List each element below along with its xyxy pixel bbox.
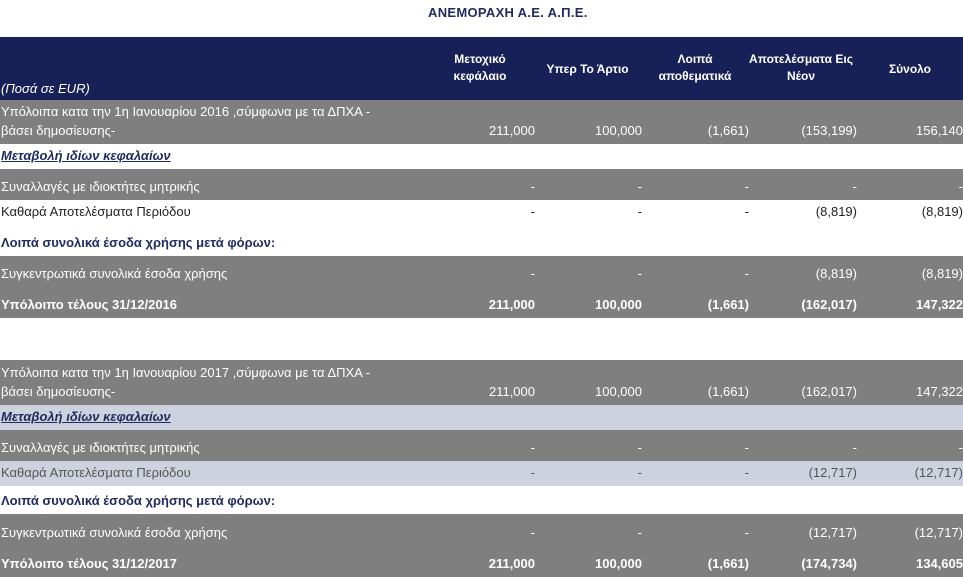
row-label: Συναλλαγές με ιδιοκτήτες μητρικής xyxy=(1,440,200,455)
cell-share-premium: 100,000 xyxy=(595,123,642,138)
col-header-line: Αποτελέσματα Εις xyxy=(749,52,853,66)
col-header-line: Μετοχικό xyxy=(454,52,506,66)
cell-retained-earnings: (8,819) xyxy=(815,204,857,219)
table-row: Καθαρά Αποτελέσματα Περιόδου - - - (12,7… xyxy=(0,461,963,486)
col-header-line: Λοιπά xyxy=(677,52,713,66)
table-row: Καθαρά Αποτελέσματα Περιόδου - - - (8,81… xyxy=(0,200,963,225)
cell-share-premium: - xyxy=(637,179,642,194)
cell-share-premium: 100,000 xyxy=(595,297,642,312)
cell-total: (12,717) xyxy=(914,525,963,540)
cell-share-capital: 211,000 xyxy=(488,556,535,571)
cell-total: 147,322 xyxy=(916,384,963,399)
cell-total: - xyxy=(958,440,963,455)
col-header-line: Νέον xyxy=(786,69,816,83)
cell-share-premium: 100,000 xyxy=(595,384,642,399)
cell-share-capital: - xyxy=(530,204,535,219)
cell-other-reserves: (1,661) xyxy=(707,297,749,312)
table-row-section-heading: Μεταβολή ιδίων κεφαλαίων xyxy=(0,144,963,169)
cell-total: (8,819) xyxy=(921,266,963,281)
col-header-share-premium: Υπερ Το Άρτιο xyxy=(546,62,629,76)
cell-share-premium: - xyxy=(637,204,642,219)
cell-share-capital: - xyxy=(530,266,535,281)
cell-retained-earnings: (162,017) xyxy=(801,384,857,399)
cell-share-premium: - xyxy=(637,465,642,480)
cell-retained-earnings: - xyxy=(852,179,857,194)
cell-retained-earnings: - xyxy=(852,440,857,455)
row-label: Υπόλοιπα κατα την 1η Ιανουαρίου 2016 ,σύ… xyxy=(1,104,371,119)
col-header-other-reserves: Λοιπά αποθεματικά xyxy=(650,51,740,85)
cell-retained-earnings: (12,717) xyxy=(808,465,857,480)
cell-total: 156,140 xyxy=(916,123,963,138)
cell-other-reserves: (1,661) xyxy=(707,123,749,138)
table-row: Συγκεντρωτικά συνολικά έσοδα χρήσης - - … xyxy=(0,514,963,546)
cell-share-capital: 211,000 xyxy=(488,384,535,399)
cell-other-reserves: - xyxy=(744,266,749,281)
col-header-line: αποθεματικά xyxy=(658,69,732,83)
table-row-opening-2016: Υπόλοιπα κατα την 1η Ιανουαρίου 2016 ,σύ… xyxy=(0,100,963,144)
cell-other-reserves: (1,661) xyxy=(707,556,749,571)
col-header-retained-earnings: Αποτελέσματα Εις Νέον xyxy=(742,51,860,85)
row-label: Μεταβολή ιδίων κεφαλαίων xyxy=(1,148,171,163)
cell-retained-earnings: (8,819) xyxy=(815,266,857,281)
table-row-section-heading: Μεταβολή ιδίων κεφαλαίων xyxy=(0,405,963,430)
table-row-section-heading: Λοιπά συνολικά έσοδα χρήσης μετά φόρων: xyxy=(0,225,963,256)
cell-other-reserves: - xyxy=(744,179,749,194)
row-label: Καθαρά Αποτελέσματα Περιόδου xyxy=(1,204,191,219)
cell-total: 147,322 xyxy=(916,297,963,312)
cell-share-capital: - xyxy=(530,525,535,540)
row-label: Καθαρά Αποτελέσματα Περιόδου xyxy=(1,465,191,480)
company-name: ΑΝΕΜΟΡΑΧΗ Α.Ε. Α.Π.Ε. xyxy=(428,5,588,20)
cell-other-reserves: - xyxy=(744,465,749,480)
cell-share-capital: - xyxy=(530,440,535,455)
row-label: βάσει δημοσίευσης- xyxy=(1,384,116,399)
cell-other-reserves: - xyxy=(744,440,749,455)
cell-share-premium: 100,000 xyxy=(595,556,642,571)
row-label: βάσει δημοσίευσης- xyxy=(1,123,116,138)
cell-total: (12,717) xyxy=(914,465,963,480)
cell-total: 134,605 xyxy=(916,556,963,571)
cell-share-capital: 211,000 xyxy=(488,123,535,138)
cell-retained-earnings: (162,017) xyxy=(801,297,857,312)
col-header-share-capital: Μετοχικό κεφάλαιο xyxy=(440,51,520,85)
cell-other-reserves: - xyxy=(744,525,749,540)
table-row-closing-2016: Υπόλοιπο τέλους 31/12/2016 211,000 100,0… xyxy=(0,287,963,318)
row-label: Λοιπά συνολικά έσοδα χρήσης μετά φόρων: xyxy=(1,493,276,508)
cell-share-capital: - xyxy=(530,465,535,480)
cell-share-premium: - xyxy=(637,266,642,281)
col-header-total: Σύνολο xyxy=(888,62,932,76)
cell-retained-earnings: (153,199) xyxy=(801,123,857,138)
table-row: Συγκεντρωτικά συνολικά έσοδα χρήσης - - … xyxy=(0,256,963,287)
table-header: Μετοχικό κεφάλαιο Υπερ Το Άρτιο Λοιπά απ… xyxy=(0,37,963,100)
table-row-opening-2017: Υπόλοιπα κατα την 1η Ιανουαρίου 2017 ,σύ… xyxy=(0,360,963,405)
table-row-closing-2017: Υπόλοιπο τέλους 31/12/2017 211,000 100,0… xyxy=(0,546,963,577)
table-row-section-heading: Λοιπά συνολικά έσοδα χρήσης μετά φόρων: xyxy=(0,486,963,514)
cell-total: (8,819) xyxy=(921,204,963,219)
row-label: Υπόλοιπα κατα την 1η Ιανουαρίου 2017 ,σύ… xyxy=(1,365,371,380)
row-label: Μεταβολή ιδίων κεφαλαίων xyxy=(1,409,171,424)
row-label: Συγκεντρωτικά συνολικά έσοδα χρήσης xyxy=(1,525,228,540)
table-row: Συναλλαγές με ιδιοκτήτες μητρικής - - - … xyxy=(0,169,963,200)
row-label: Συναλλαγές με ιδιοκτήτες μητρικής xyxy=(1,179,200,194)
cell-share-premium: - xyxy=(637,440,642,455)
cell-share-premium: - xyxy=(637,525,642,540)
col-header-line: κεφάλαιο xyxy=(453,69,507,83)
cell-retained-earnings: (12,717) xyxy=(808,525,857,540)
cell-share-capital: - xyxy=(530,179,535,194)
row-label: Λοιπά συνολικά έσοδα χρήσης μετά φόρων: xyxy=(1,235,276,250)
row-label: Συγκεντρωτικά συνολικά έσοδα χρήσης xyxy=(1,266,228,281)
cell-other-reserves: (1,661) xyxy=(707,384,749,399)
row-label: Υπόλοιπο τέλους 31/12/2016 xyxy=(1,297,178,312)
row-label: Υπόλοιπο τέλους 31/12/2017 xyxy=(1,556,178,571)
cell-share-capital: 211,000 xyxy=(488,297,535,312)
cell-retained-earnings: (174,734) xyxy=(801,556,857,571)
table-row: Συναλλαγές με ιδιοκτήτες μητρικής - - - … xyxy=(0,430,963,461)
unit-label: (Ποσά σε EUR) xyxy=(1,81,90,96)
cell-total: - xyxy=(958,179,963,194)
cell-other-reserves: - xyxy=(744,204,749,219)
